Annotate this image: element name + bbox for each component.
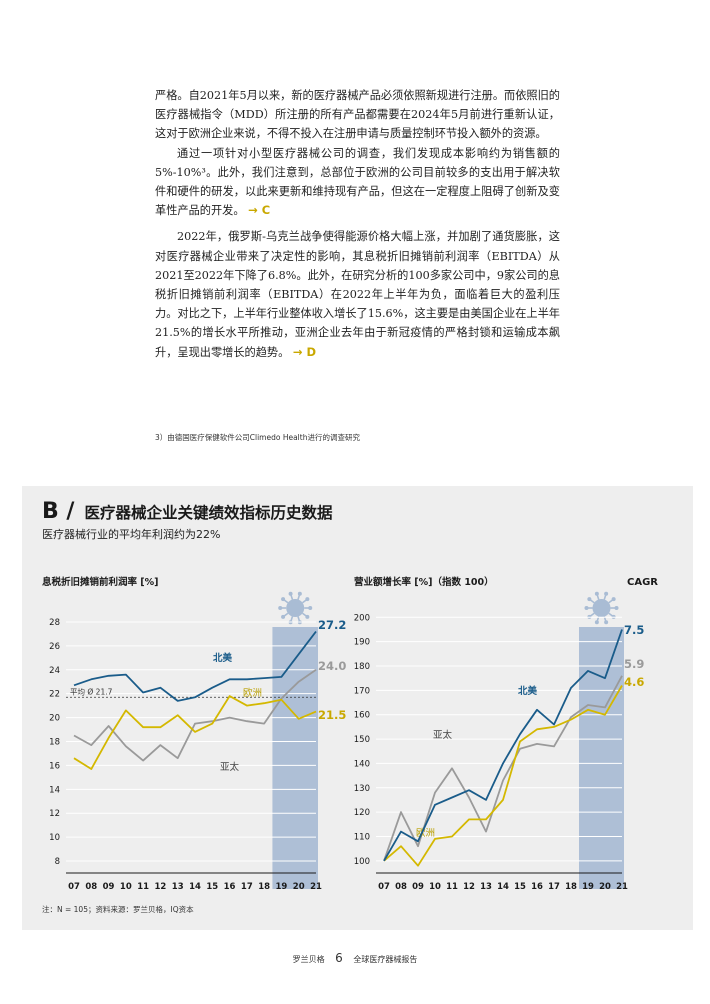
chart2-series-label: 欧洲 (416, 827, 435, 839)
chart2-end-value-label: 5.9 (624, 657, 644, 671)
chart2-x-tick-label: 09 (412, 882, 424, 892)
chart2-x-tick-label: 10 (429, 882, 441, 892)
chart2-series-label: 北美 (518, 685, 538, 697)
chart2-series-line-na (383, 629, 623, 862)
chart1-y-tick-label: 12 (49, 809, 60, 819)
footer-report: 全球医疗器械报告 (353, 955, 418, 964)
chart2-x-tick-label: 13 (480, 882, 492, 892)
page-footer: 罗兰贝格 6 全球医疗器械报告 (0, 951, 710, 965)
chart1-x-tick-label: 14 (189, 882, 201, 892)
panel-title-text: 医疗器械企业关键绩效指标历史数据 (84, 504, 333, 522)
paragraph-3-text: 2022年，俄罗斯-乌克兰战争使得能源价格大幅上涨，并加剧了通货膨胀，这对医疗器… (155, 230, 560, 359)
chart1-end-value-label: 24.0 (318, 659, 346, 673)
chart1-virus-icon (278, 591, 313, 625)
footnote: 3）由德国医疗保健软件公司Climedo Health进行的调查研究 (155, 433, 360, 442)
chart1-y-tick-label: 26 (49, 642, 60, 652)
chart1-x-tick-label: 19 (276, 882, 288, 892)
chart1-y-tick-label: 18 (49, 738, 60, 748)
chart2-y-tick-label: 100 (354, 857, 370, 867)
chart2-x-tick-label: 21 (616, 882, 628, 892)
chart2-series-label: 亚太 (433, 729, 453, 741)
chart1-x-tick-label: 15 (206, 882, 218, 892)
chart2-x-tick-label: 07 (378, 882, 390, 892)
chart2-y-tick-label: 200 (354, 613, 370, 623)
chart2-y-tick-label: 140 (354, 759, 370, 769)
chart2-virus-icon (584, 591, 619, 625)
chart1-x-tick-label: 07 (68, 882, 80, 892)
chart1-series-line-na (73, 630, 317, 702)
chart2-title: 营业额增长率 [%]（指数 100） (354, 576, 494, 588)
chart1-end-value-label: 21.5 (318, 708, 346, 722)
chart2-x-tick-label: 14 (497, 882, 509, 892)
source-note: 注：N = 105；资料来源：罗兰贝格，IQ资本 (42, 904, 194, 914)
footer-brand: 罗兰贝格 (292, 955, 325, 964)
chart2-series-line-eu (383, 685, 623, 867)
paragraph-2-text: 通过一项针对小型医疗器械公司的调查，我们发现成本影响约为销售额的5%-10%³。… (155, 146, 560, 218)
chart1-series-label: 欧洲 (243, 687, 262, 699)
chart1-x-tick-label: 20 (293, 882, 305, 892)
chart2-y-tick-label: 120 (354, 808, 370, 818)
article-body: 严格。自2021年5月以来，新的医疗器械产品必须依照新规进行注册。而依照旧的医疗… (155, 86, 560, 362)
panel-subtitle: 医疗器械行业的平均年利润约为22% (42, 528, 221, 541)
chart1-x-tick-label: 21 (310, 882, 322, 892)
chart2-end-value-label: 4.6 (624, 675, 644, 689)
chart2-y-tick-label: 150 (354, 735, 370, 745)
page-number: 6 (335, 951, 343, 965)
chart1-y-tick-label: 24 (49, 666, 60, 676)
chart2-x-tick-label: 11 (446, 882, 458, 892)
chart1-x-tick-label: 11 (137, 882, 149, 892)
chart1-y-tick-label: 16 (49, 761, 60, 771)
chart1-x-tick-label: 09 (103, 882, 115, 892)
chart1-series-label: 北美 (213, 652, 233, 664)
chart2-y-tick-label: 110 (354, 832, 370, 842)
paragraph-3: 2022年，俄罗斯-乌克兰战争使得能源价格大幅上涨，并加剧了通货膨胀，这对医疗器… (155, 227, 560, 361)
chart2-y-tick-label: 130 (354, 784, 370, 794)
chart1-x-tick-label: 12 (155, 882, 167, 892)
chart1-y-tick-label: 14 (49, 785, 60, 795)
chart1-x-tick-label: 08 (85, 882, 97, 892)
chart1-series-line-eu (73, 695, 317, 770)
chart1-covid-band (272, 627, 318, 889)
chart2-covid-band (579, 627, 624, 889)
chart1-x-tick-label: 17 (241, 882, 253, 892)
chart2-y-tick-label: 170 (354, 686, 370, 696)
chart1-y-tick-label: 28 (49, 618, 60, 628)
chart2-cagr-label: CAGR (627, 577, 658, 588)
chart1-title: 息税折旧摊销前利润率 [%] (42, 576, 159, 588)
chart1-x-tick-label: 10 (120, 882, 132, 892)
chart2-y-tick-label: 160 (354, 711, 370, 721)
chart1-end-value-label: 27.2 (318, 618, 346, 632)
paragraph-2: 通过一项针对小型医疗器械公司的调查，我们发现成本影响约为销售额的5%-10%³。… (155, 144, 560, 221)
chart2-y-tick-label: 190 (354, 638, 370, 648)
chart1-x-tick-label: 18 (258, 882, 270, 892)
paragraph-1: 严格。自2021年5月以来，新的医疗器械产品必须依照新规进行注册。而依照旧的医疗… (155, 89, 560, 141)
figure-ref-d[interactable]: → D (292, 344, 317, 359)
chart1-average-label: 平均 Ø 21.7 (70, 686, 113, 696)
chart1-y-tick-label: 20 (49, 714, 60, 724)
chart2-end-value-label: 7.5 (624, 623, 644, 637)
chart2-x-tick-label: 20 (599, 882, 611, 892)
chart2-x-tick-label: 16 (531, 882, 543, 892)
chart2-x-tick-label: 19 (582, 882, 594, 892)
chart2-x-tick-label: 12 (463, 882, 475, 892)
chart2-x-tick-label: 08 (395, 882, 407, 892)
panel-title: B / 医疗器械企业关键绩效指标历史数据 (42, 499, 332, 524)
chart1-y-tick-label: 8 (55, 857, 60, 867)
chart2-x-tick-label: 18 (565, 882, 577, 892)
figure-ref-c[interactable]: → C (248, 203, 271, 218)
chart2-x-tick-label: 17 (548, 882, 560, 892)
chart1-series-label: 亚太 (220, 761, 240, 773)
panel-letter: B / (42, 499, 75, 524)
chart1-series-line-ap (73, 669, 317, 762)
chart1-y-tick-label: 22 (49, 690, 60, 700)
chart1-x-tick-label: 13 (172, 882, 184, 892)
chart1-x-tick-label: 16 (224, 882, 236, 892)
chart2-y-tick-label: 180 (354, 662, 370, 672)
chart1-y-tick-label: 10 (49, 833, 60, 843)
chart2-x-tick-label: 15 (514, 882, 526, 892)
